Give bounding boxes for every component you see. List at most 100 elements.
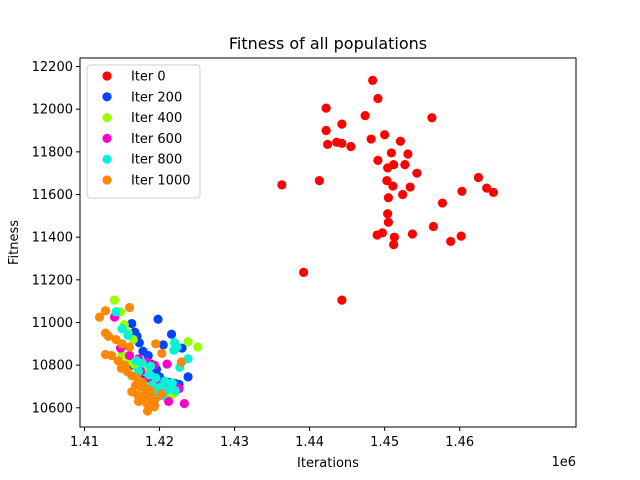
data-points xyxy=(94,75,499,416)
data-point xyxy=(428,221,439,232)
data-point xyxy=(473,172,484,183)
data-point xyxy=(133,396,144,407)
data-point xyxy=(383,163,393,173)
legend-marker xyxy=(102,154,112,164)
data-point xyxy=(373,155,383,165)
data-point xyxy=(94,312,105,322)
x-tick-label: 1.41 xyxy=(70,435,99,450)
data-point xyxy=(482,183,492,193)
legend-label: Iter 600 xyxy=(131,132,182,147)
y-tick-label: 11000 xyxy=(32,316,73,331)
data-point xyxy=(277,180,287,190)
series-iter-1000 xyxy=(94,302,186,416)
x-tick-label: 1.44 xyxy=(295,435,324,450)
data-point xyxy=(151,373,161,383)
data-point xyxy=(160,376,170,386)
x-tick-label: 1.45 xyxy=(370,435,399,450)
legend-label: Iter 400 xyxy=(131,111,182,126)
data-point xyxy=(457,186,467,196)
data-point xyxy=(117,339,127,349)
y-axis-ticks: 10600 10800 11000 11200 11400 11600 11800 12000… xyxy=(32,60,80,416)
data-point xyxy=(386,148,397,158)
y-tick-label: 11600 xyxy=(32,188,73,203)
series-iter-0 xyxy=(277,75,499,305)
data-point xyxy=(163,396,174,407)
data-point xyxy=(153,314,163,324)
y-tick-label: 10600 xyxy=(32,401,73,416)
data-point xyxy=(123,330,133,340)
data-point xyxy=(100,306,111,316)
data-point xyxy=(403,149,413,159)
data-point xyxy=(337,119,347,129)
data-point xyxy=(124,342,135,352)
data-point xyxy=(183,372,193,382)
data-point xyxy=(366,134,376,144)
x-axis-label: Iterations xyxy=(297,456,359,471)
data-point xyxy=(321,103,331,113)
legend-marker xyxy=(102,92,112,102)
data-point xyxy=(398,189,408,200)
data-point xyxy=(167,378,177,388)
data-point xyxy=(166,329,177,339)
y-tick-label: 12000 xyxy=(32,103,73,118)
x-tick-label: 1.46 xyxy=(445,435,474,450)
data-point xyxy=(111,307,121,317)
data-point xyxy=(456,231,466,241)
data-point xyxy=(346,141,356,152)
data-point xyxy=(383,217,394,227)
data-point xyxy=(149,402,159,412)
data-point xyxy=(337,295,347,305)
data-point xyxy=(109,295,120,305)
x-axis-offset-label: 1e6 xyxy=(551,455,576,470)
data-point xyxy=(142,406,153,416)
legend: Iter 0 Iter 200 Iter 400 Iter 600 Iter 800 It… xyxy=(86,64,201,199)
data-point xyxy=(145,361,156,371)
data-point xyxy=(124,350,135,361)
y-axis-label: Fitness xyxy=(7,220,22,265)
data-point xyxy=(321,125,331,136)
data-point xyxy=(360,110,370,121)
legend-marker xyxy=(102,71,112,81)
data-point xyxy=(323,139,333,149)
data-point xyxy=(383,209,393,219)
data-point xyxy=(388,181,398,191)
y-tick-label: 11200 xyxy=(32,273,73,288)
x-tick-label: 1.42 xyxy=(145,435,174,450)
data-point xyxy=(162,359,172,369)
x-axis-ticks: 1.41 1.42 1.43 1.44 1.45 1.46 xyxy=(70,427,474,450)
x-tick-label: 1.43 xyxy=(220,435,249,450)
data-point xyxy=(380,130,390,140)
data-point xyxy=(488,187,499,197)
data-point xyxy=(373,93,383,104)
data-point xyxy=(117,324,127,334)
data-point xyxy=(407,229,418,239)
data-point xyxy=(314,176,324,186)
legend-box xyxy=(86,64,201,199)
data-point xyxy=(183,337,193,347)
legend-marker xyxy=(102,113,112,123)
data-point xyxy=(179,398,189,409)
data-point xyxy=(142,398,152,409)
y-tick-label: 10800 xyxy=(32,359,73,374)
data-point xyxy=(427,113,437,123)
legend-label: Iter 0 xyxy=(131,70,166,85)
data-point xyxy=(137,358,147,368)
data-point xyxy=(157,348,167,359)
data-point xyxy=(106,350,117,361)
data-point xyxy=(193,342,203,352)
data-point xyxy=(383,193,394,203)
data-point xyxy=(395,136,406,146)
data-point xyxy=(151,339,161,349)
data-point xyxy=(299,267,309,277)
data-point xyxy=(337,138,347,148)
data-point xyxy=(389,232,400,242)
data-point xyxy=(103,331,114,341)
data-point xyxy=(412,168,422,178)
data-point xyxy=(400,160,410,170)
data-point xyxy=(127,318,137,329)
data-point xyxy=(124,302,135,313)
data-point xyxy=(169,345,179,355)
plot-frame xyxy=(79,57,577,428)
data-point xyxy=(158,340,168,350)
